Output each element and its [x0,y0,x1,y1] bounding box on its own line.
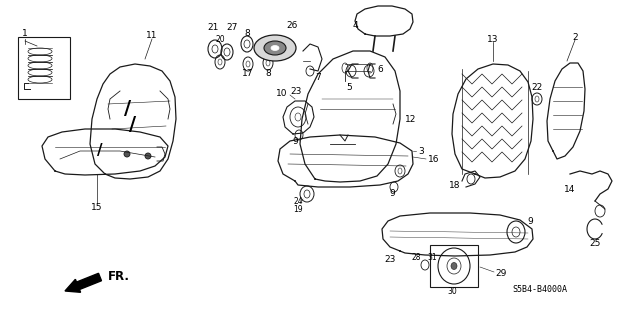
Text: 25: 25 [589,240,601,249]
Text: 13: 13 [487,34,499,43]
Text: S5B4-B4000A: S5B4-B4000A [513,285,568,293]
Text: 23: 23 [384,256,396,264]
Ellipse shape [124,151,130,157]
Text: 17: 17 [243,69,253,78]
Text: 2: 2 [572,33,578,41]
Bar [18,37,70,99]
Bar [430,245,478,287]
FancyArrow shape [65,273,102,292]
Text: 6: 6 [377,64,383,73]
Text: 28: 28 [412,253,420,262]
Text: 22: 22 [531,83,543,92]
Text: 30: 30 [447,286,457,295]
Text: FR.: FR. [108,271,130,284]
Text: 1: 1 [22,29,28,39]
Text: 19: 19 [293,204,303,213]
Text: 31: 31 [427,253,437,262]
Ellipse shape [271,46,279,50]
Ellipse shape [264,41,286,55]
Text: 16: 16 [428,154,440,164]
Text: 26: 26 [286,21,298,31]
Ellipse shape [145,153,151,159]
Text: 27: 27 [227,24,237,33]
Text: /: / [97,144,103,159]
Text: 11: 11 [147,32,157,41]
Text: 15: 15 [92,203,103,211]
Text: 9: 9 [389,189,395,198]
Text: 18: 18 [449,182,461,190]
Text: 9: 9 [527,218,533,226]
Text: 4: 4 [352,21,358,31]
Text: 24: 24 [293,197,303,206]
Text: 20: 20 [215,34,225,43]
Ellipse shape [254,35,296,61]
Text: 21: 21 [207,24,219,33]
Text: 8: 8 [244,29,250,39]
Text: /: / [129,115,136,133]
Text: 3: 3 [418,146,424,155]
Text: 10: 10 [276,88,288,98]
Text: 5: 5 [346,83,352,92]
Text: 14: 14 [564,184,576,194]
Text: 9: 9 [292,137,298,145]
Text: 12: 12 [405,115,417,123]
Text: 7: 7 [315,73,321,83]
Text: 23: 23 [291,86,301,95]
Text: /: / [124,100,132,118]
Text: 29: 29 [495,270,506,278]
Text: 8: 8 [265,69,271,78]
Ellipse shape [451,263,457,270]
